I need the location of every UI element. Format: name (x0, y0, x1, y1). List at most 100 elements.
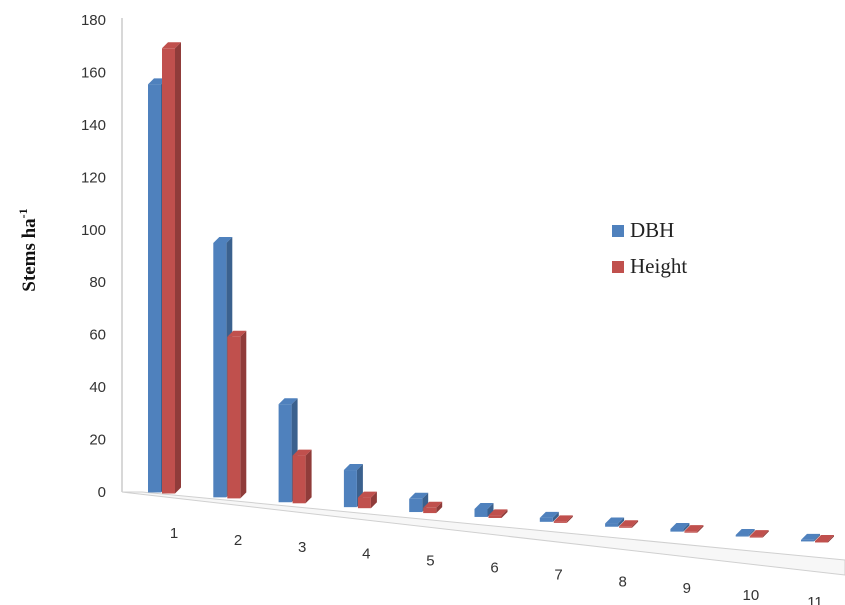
bar-top (278, 398, 298, 405)
bar-front (553, 521, 567, 523)
x-tick-label-7: 7 (554, 566, 562, 583)
bar-top (749, 530, 769, 537)
bar-height-6 (488, 509, 508, 518)
bar-height-11 (815, 534, 834, 543)
x-tick-label-10: 10 (743, 587, 760, 604)
bar-front (605, 523, 619, 527)
bar-side (814, 533, 820, 542)
bar-front (539, 517, 553, 522)
x-tick-label-4: 4 (362, 546, 370, 563)
bar-side (697, 525, 704, 533)
bar-side (175, 42, 181, 494)
bar-side (632, 520, 639, 528)
bar-top (815, 534, 834, 541)
bar-front (409, 498, 423, 513)
bar-top (684, 525, 704, 532)
y-tick-label-6: 120 (81, 169, 106, 186)
legend: DBH Height (612, 218, 687, 278)
bar-side (305, 449, 312, 504)
bar-side (240, 330, 247, 499)
y-tick-labels: 0 20 40 60 80 100 120 140 160 180 (81, 12, 106, 501)
x-tick-label-11: 11 (807, 594, 823, 605)
bar-top (357, 491, 377, 498)
bar-top (213, 236, 233, 243)
bar-height-4 (357, 491, 377, 509)
bar-height-7 (553, 515, 573, 523)
legend-swatch-height (612, 261, 624, 273)
bar-dbh-7 (539, 511, 559, 522)
y-tick-label-7: 140 (81, 117, 106, 134)
bar-height-9 (684, 525, 704, 533)
y-tick-label-9: 180 (81, 12, 106, 29)
bar-front (749, 536, 763, 538)
bar-top (488, 509, 508, 516)
bar-dbh-11 (801, 533, 820, 542)
bar-height-10 (749, 530, 769, 538)
bar-height-8 (619, 520, 639, 528)
bar-top (670, 522, 690, 529)
x-tick-label-6: 6 (490, 560, 498, 577)
bar-top (162, 42, 181, 49)
bar-top (619, 520, 639, 527)
legend-label-dbh: DBH (630, 218, 674, 242)
legend-label-height: Height (630, 254, 687, 278)
bar-front (423, 507, 437, 514)
bar-dbh-6 (474, 502, 494, 517)
x-tick-label-1: 1 (170, 525, 178, 542)
bar-front (619, 526, 633, 528)
bar-side (436, 501, 443, 514)
bar-front (162, 48, 175, 494)
bar-height-2 (227, 330, 247, 499)
x-tick-label-8: 8 (619, 573, 627, 590)
bar-side (618, 517, 625, 527)
bar-front (148, 84, 161, 493)
bar-front (474, 508, 488, 517)
y-tick-label-3: 60 (89, 327, 106, 344)
y-axis-label: Stems ha-1 (16, 208, 40, 291)
bar-side (748, 529, 755, 537)
bar-height-3 (292, 449, 312, 504)
bar-height-1 (162, 42, 181, 494)
bar-side (566, 515, 573, 523)
bar-front (357, 497, 371, 509)
bar-top (539, 511, 559, 518)
bar-height-5 (423, 501, 443, 514)
x-tick-labels: 1 2 3 4 5 6 7 8 9 10 11 (170, 525, 823, 605)
bar-dbh-9 (670, 522, 690, 532)
bar-front (227, 336, 241, 499)
bar-dbh-2 (213, 236, 233, 498)
x-tick-label-3: 3 (298, 539, 306, 556)
bar-front (278, 404, 292, 503)
legend-swatch-dbh (612, 225, 624, 237)
bar-side (828, 534, 834, 543)
bar-side (683, 522, 690, 532)
bar-side (552, 511, 559, 522)
y-axis-label-superscript: -1 (16, 208, 30, 218)
y-tick-label-1: 20 (89, 432, 106, 449)
bar-front (801, 539, 814, 542)
y-tick-label-0: 0 (98, 484, 106, 501)
bar-top (423, 501, 443, 508)
bar-side (501, 509, 508, 518)
bar-side (370, 491, 377, 509)
bar-front (488, 515, 502, 518)
bar-dbh-8 (605, 517, 625, 527)
bar-front (292, 455, 306, 504)
y-axis-label-text: Stems ha (19, 218, 40, 292)
x-tick-label-2: 2 (234, 532, 242, 549)
y-tick-label-8: 160 (81, 64, 106, 81)
bar-front (670, 528, 684, 532)
bar-top (227, 330, 247, 337)
bar-front (343, 470, 357, 508)
bars (148, 42, 834, 543)
bar-dbh-10 (735, 529, 755, 537)
bar-top (553, 515, 573, 522)
bar-top (474, 502, 494, 509)
floor-plane (121, 491, 845, 576)
y-tick-label-4: 80 (89, 274, 106, 291)
bar-top (409, 492, 429, 499)
x-tick-label-5: 5 (426, 553, 434, 570)
bar-side (762, 530, 769, 538)
bar-top (343, 464, 363, 471)
